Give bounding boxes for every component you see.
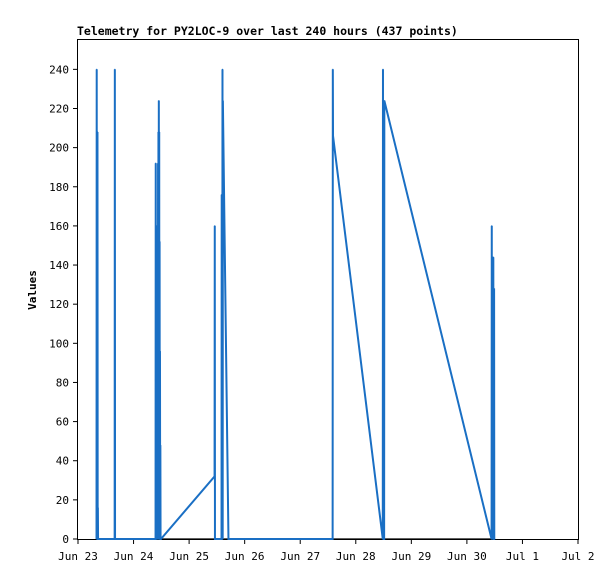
y-tick-label: 200	[49, 142, 69, 155]
data-point	[97, 538, 99, 540]
y-tick-label: 240	[49, 63, 69, 76]
data-point	[214, 225, 216, 227]
y-axis: 0 20 40 60 80 100 120 140 160 180 200 220 240	[49, 63, 78, 546]
data-point	[332, 68, 334, 70]
y-tick-label: 60	[56, 416, 69, 429]
y-tick-label: 160	[49, 220, 69, 233]
x-tick-label: Jun 27	[280, 550, 320, 563]
x-tick-label: Jun 24	[114, 550, 154, 563]
data-point	[228, 538, 230, 540]
data-point	[492, 256, 494, 258]
y-tick-label: 40	[56, 455, 69, 468]
series-layer	[95, 68, 496, 540]
data-point	[158, 240, 161, 243]
x-tick-label: Jun 29	[391, 550, 431, 563]
chart-title: Telemetry for PY2LOC-9 over last 240 hou…	[77, 24, 458, 38]
data-point	[157, 413, 159, 415]
x-tick-label: Jun 26	[225, 550, 265, 563]
data-point	[160, 538, 162, 540]
y-tick-label: 180	[49, 181, 69, 194]
data-point	[155, 256, 157, 258]
data-point	[156, 491, 158, 493]
x-axis: Jun 23 Jun 24 Jun 25 Jun 26 Jun 27 Jun 28 Jun …	[58, 539, 595, 563]
data-point	[213, 475, 216, 477]
data-point	[493, 287, 495, 290]
data-point	[96, 131, 99, 133]
data-point	[383, 538, 385, 540]
data-point	[494, 538, 496, 540]
data-point	[96, 68, 98, 70]
y-axis-label: Values	[26, 270, 39, 310]
data-point	[382, 68, 384, 70]
y-tick-label: 80	[56, 376, 69, 389]
data-point	[159, 444, 161, 446]
y-tick-label: 0	[62, 533, 69, 546]
data-point	[383, 100, 385, 102]
data-point	[222, 538, 224, 540]
x-tick-label: Jun 23	[58, 550, 98, 563]
data-point	[222, 100, 224, 102]
data-point	[96, 303, 98, 305]
data-point	[158, 100, 160, 102]
x-tick-label: Jul 2	[561, 550, 594, 563]
x-tick-label: Jul 1	[506, 550, 539, 563]
plot-area	[77, 39, 579, 540]
data-point	[114, 68, 116, 70]
data-point	[97, 507, 99, 509]
data-point	[155, 225, 158, 227]
y-tick-label: 20	[56, 494, 69, 507]
y-tick-label: 140	[49, 259, 69, 272]
data-point	[155, 162, 157, 164]
data-point	[114, 538, 116, 540]
x-tick-label: Jun 28	[336, 550, 376, 563]
y-tick-label: 220	[49, 102, 69, 115]
data-point	[156, 319, 158, 321]
data-point	[159, 350, 161, 352]
x-tick-label: Jun 30	[447, 550, 487, 563]
data-point	[332, 135, 334, 137]
data-point	[382, 193, 384, 196]
series-line	[95, 69, 496, 540]
data-point	[221, 68, 224, 70]
x-tick-label: Jun 25	[169, 550, 209, 563]
y-tick-label: 120	[49, 298, 69, 311]
data-point	[332, 538, 334, 540]
data-point	[221, 193, 223, 196]
data-point	[214, 538, 216, 540]
data-point	[157, 162, 159, 164]
data-point	[491, 225, 493, 227]
data-point	[158, 131, 160, 133]
y-tick-label: 100	[49, 337, 69, 350]
